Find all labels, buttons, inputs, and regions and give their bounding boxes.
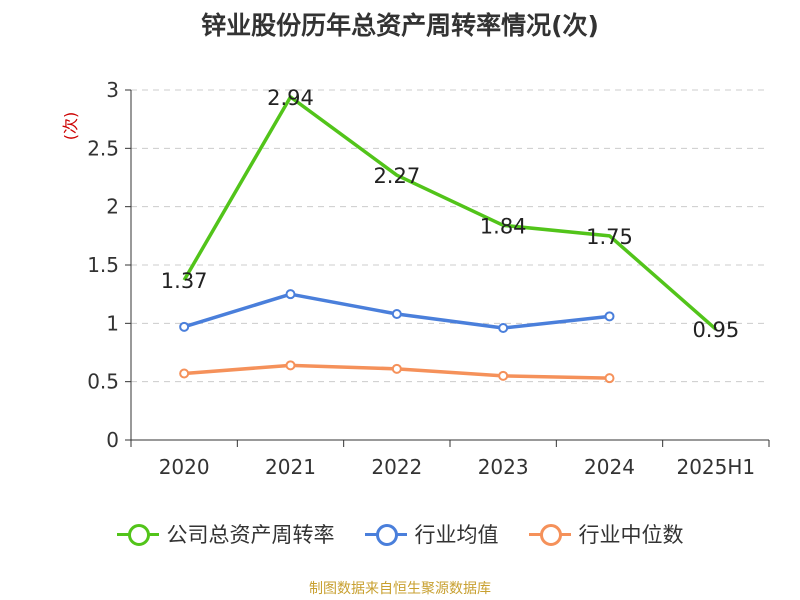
series-point xyxy=(604,311,615,322)
legend-company-label: 公司总资产周转率 xyxy=(166,523,335,547)
y-tick-label: 2 xyxy=(106,195,119,219)
series-point xyxy=(179,321,190,332)
x-tick-label: 2024 xyxy=(584,455,635,479)
x-tick-label: 2020 xyxy=(159,455,210,479)
x-tick-label: 2025H1 xyxy=(676,455,755,479)
x-tick-label: 2021 xyxy=(265,455,316,479)
y-tick-label: 1 xyxy=(106,311,119,335)
legend-item-industry-median[interactable]: 行业中位数 xyxy=(528,519,684,549)
chart-legend: 公司总资产周转率 行业均值 行业中位数 xyxy=(0,519,800,549)
x-tick-label: 2023 xyxy=(478,455,529,479)
x-tick-label: 2022 xyxy=(371,455,422,479)
legend-industry-median-label: 行业中位数 xyxy=(578,523,684,547)
y-tick-label: 1.5 xyxy=(87,253,119,277)
y-tick-label: 0.5 xyxy=(87,370,119,394)
data-label: 2.27 xyxy=(373,164,420,188)
legend-industry-avg-label: 行业均值 xyxy=(414,523,499,547)
series-point xyxy=(604,373,615,384)
legend-item-industry-avg[interactable]: 行业均值 xyxy=(364,519,499,549)
chart-title: 锌业股份历年总资产周转率情况(次) xyxy=(201,11,599,40)
series-point xyxy=(179,368,190,379)
series-point xyxy=(285,289,296,300)
y-tick-label: 0 xyxy=(106,428,119,452)
legend-item-company[interactable]: 公司总资产周转率 xyxy=(116,519,335,549)
series-line xyxy=(182,95,717,331)
series-point xyxy=(391,309,402,319)
data-label: 1.37 xyxy=(161,269,208,293)
line-chart: 0 0.5 1 1.5 2 2.5 3 2020 2021 2022 2023 2024 2025H1 (… xyxy=(61,78,770,479)
y-tick-label: 3 xyxy=(106,78,119,102)
data-label: 0.95 xyxy=(692,318,739,342)
data-label: 2.94 xyxy=(267,86,314,110)
legend-industry-median-marker-icon xyxy=(528,522,571,546)
series-point xyxy=(285,360,296,371)
series-point xyxy=(498,323,509,333)
data-label: 1.75 xyxy=(586,225,633,249)
y-tick-label: 2.5 xyxy=(87,136,119,160)
series-point xyxy=(498,370,509,381)
legend-company-marker-icon xyxy=(116,522,159,546)
y-axis-label: (次) xyxy=(61,112,80,141)
series-point xyxy=(391,363,402,374)
legend-industry-avg-marker-icon xyxy=(364,522,407,546)
data-label: 1.84 xyxy=(480,214,527,238)
source-note: 制图数据来自恒生聚源数据库 xyxy=(309,581,491,597)
